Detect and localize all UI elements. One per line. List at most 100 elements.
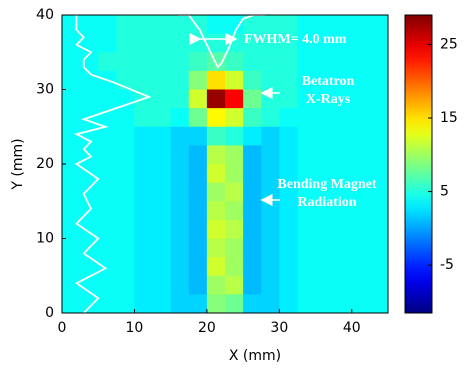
heatmap-cell	[261, 52, 280, 72]
heatmap-cell	[225, 257, 244, 277]
heatmap-cell	[134, 257, 154, 277]
heatmap-cell	[351, 294, 371, 314]
heatmap-cell	[243, 257, 262, 277]
heatmap-cell	[333, 182, 353, 202]
heatmap-cell	[62, 52, 81, 72]
heatmap-cell	[369, 294, 389, 314]
heatmap-cell	[351, 33, 371, 53]
heatmap-cell	[225, 89, 244, 109]
heatmap-cell	[170, 145, 190, 165]
heatmap-cell	[369, 275, 389, 295]
heatmap-cell	[116, 15, 135, 35]
heatmap-cell	[188, 126, 208, 146]
heatmap-cell	[134, 238, 154, 258]
heatmap-cell	[188, 257, 208, 277]
heatmap-cell	[351, 201, 371, 221]
heatmap-cell	[315, 164, 335, 184]
heatmap-cell	[351, 108, 371, 128]
heatmap-cell	[351, 219, 371, 239]
heatmap-cell	[315, 15, 335, 35]
heatmap-cell	[297, 126, 317, 146]
heatmap-cell	[243, 15, 262, 35]
heatmap-cell	[152, 275, 172, 295]
heatmap-cell	[225, 164, 244, 184]
heatmap-cell	[170, 15, 190, 35]
heatmap-cell	[243, 182, 262, 202]
heatmap-cell	[206, 126, 226, 146]
heatmap-cell	[152, 15, 172, 35]
heatmap-cell	[116, 108, 135, 128]
heatmap-cell	[261, 70, 280, 90]
y-tick-label: 0	[45, 305, 54, 321]
heatmap-cell	[152, 182, 172, 202]
heatmap-cell	[261, 108, 280, 128]
heatmap-cell	[188, 219, 208, 239]
heatmap-cell	[333, 89, 353, 109]
heatmap-cell	[333, 15, 353, 35]
heatmap-cell	[170, 52, 190, 72]
heatmap-cell	[243, 201, 262, 221]
heatmap-cell	[261, 294, 280, 314]
heatmap-cell	[116, 126, 135, 146]
heatmap-cell	[116, 33, 135, 53]
heatmap-cell	[297, 257, 317, 277]
heatmap-cell	[98, 15, 117, 35]
heatmap-cell	[206, 15, 226, 35]
heatmap-cell	[243, 294, 262, 314]
heatmap-cell	[243, 33, 262, 53]
heatmap-cell	[279, 15, 298, 35]
x-tick-label: 20	[198, 320, 216, 336]
x-tick-label: 0	[58, 320, 67, 336]
heatmap-cell	[206, 275, 226, 295]
heatmap-cell	[134, 126, 154, 146]
heatmap-cell	[188, 52, 208, 72]
y-tick-label: 20	[36, 156, 54, 172]
annotation: Bending Magnet	[277, 177, 377, 192]
heatmap-cell	[243, 145, 262, 165]
heatmap-cell	[333, 33, 353, 53]
heatmap-cell	[152, 294, 172, 314]
heatmap-cell	[116, 257, 135, 277]
y-tick-label: 10	[36, 231, 54, 247]
heatmap-cell	[351, 126, 371, 146]
heatmap-cell	[188, 182, 208, 202]
heatmap-cell	[333, 219, 353, 239]
heatmap-cell	[62, 145, 81, 165]
heatmap-cell	[315, 201, 335, 221]
heatmap-cell	[369, 126, 389, 146]
heatmap-cell	[261, 145, 280, 165]
heatmap-cell	[170, 275, 190, 295]
colorbar-tick-label: 25	[440, 36, 458, 52]
x-tick-label: 10	[126, 320, 144, 336]
heatmap-cell	[206, 145, 226, 165]
heatmap-cell	[243, 219, 262, 239]
heatmap-cell	[333, 70, 353, 90]
profile-line	[73, 15, 152, 314]
heatmap-cell	[116, 238, 135, 258]
heatmap-cell	[152, 33, 172, 53]
heatmap-cell	[315, 33, 335, 53]
heatmap-cell	[351, 70, 371, 90]
heatmap-cell	[206, 294, 226, 314]
heatmap-cell	[152, 89, 172, 109]
heatmap-cell	[170, 33, 190, 53]
heatmap-cell	[315, 257, 335, 277]
y-tick-label: 40	[36, 7, 54, 23]
heatmap-cell	[297, 89, 317, 109]
heatmap-cell	[62, 164, 81, 184]
heatmap-cell	[297, 219, 317, 239]
heatmap-cell	[243, 275, 262, 295]
heatmap-cell	[351, 52, 371, 72]
heatmap-cell	[152, 219, 172, 239]
heatmap-cell	[134, 52, 154, 72]
heatmap-cell	[351, 275, 371, 295]
heatmap-cell	[62, 238, 81, 258]
heatmap-cell	[170, 238, 190, 258]
heatmap-cell	[243, 89, 262, 109]
heatmap-cell	[225, 126, 244, 146]
heatmap-cell	[279, 238, 298, 258]
heatmap-cell	[297, 145, 317, 165]
heatmap-cell	[134, 294, 154, 314]
heatmap-cell	[315, 70, 335, 90]
x-tick-label: 40	[343, 320, 361, 336]
